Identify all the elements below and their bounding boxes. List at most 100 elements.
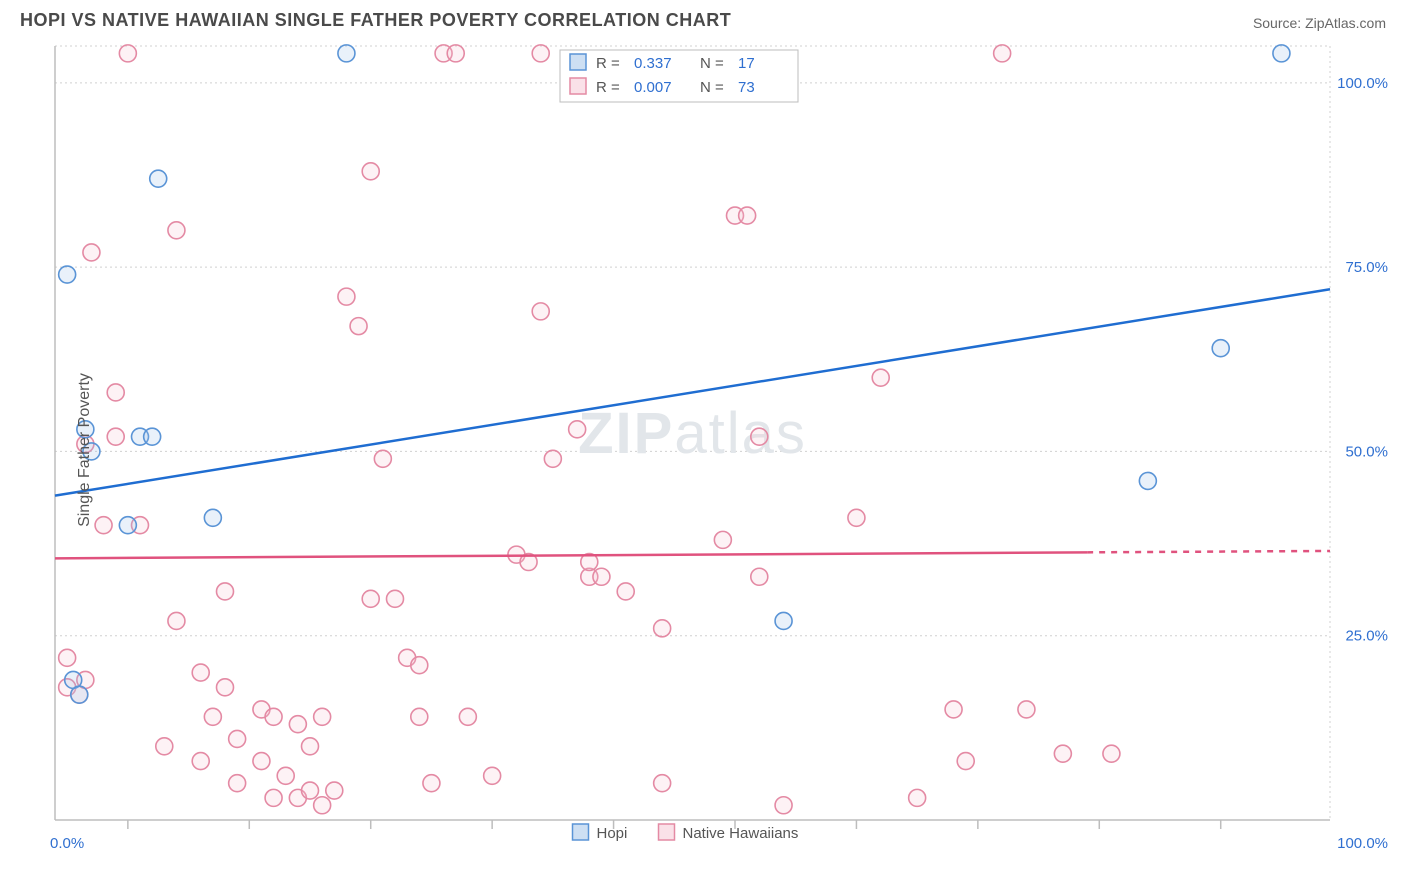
hawaiian-point: [654, 775, 671, 792]
hawaiian-point: [994, 45, 1011, 62]
hawaiian-point: [107, 428, 124, 445]
hawaiian-point: [253, 753, 270, 770]
source-name: ZipAtlas.com: [1305, 15, 1386, 31]
hawaiian-point: [617, 583, 634, 600]
hawaiian-point: [751, 428, 768, 445]
hawaiian-point: [217, 583, 234, 600]
y-tick-label: 50.0%: [1345, 443, 1388, 460]
hawaiian-point: [95, 517, 112, 534]
y-axis-label: Single Father Poverty: [76, 373, 94, 527]
hawaiian-point: [314, 708, 331, 725]
hawaiian-point: [192, 664, 209, 681]
hawaiian-point: [957, 753, 974, 770]
series-label: Native Hawaiians: [683, 825, 799, 842]
hawaiian-point: [484, 767, 501, 784]
hawaiian-point: [872, 369, 889, 386]
hawaiian-point: [59, 649, 76, 666]
chart-container: Single Father Poverty 25.0% 50.0% 75.0% 100…: [0, 40, 1406, 860]
chart-header: HOPI VS NATIVE HAWAIIAN SINGLE FATHER PO…: [0, 0, 1406, 35]
chart-source: Source: ZipAtlas.com: [1253, 15, 1386, 31]
legend-n-value: 73: [738, 79, 755, 96]
hawaiian-point: [569, 421, 586, 438]
hawaiian-point: [654, 620, 671, 637]
scatter-chart: 25.0% 50.0% 75.0% 100.0% ZIPatlas 0.0% 100.0% R…: [0, 40, 1406, 860]
hopi-point: [204, 509, 221, 526]
hawaiian-point: [277, 767, 294, 784]
hawaiian-point: [775, 797, 792, 814]
hawaiian-point: [374, 450, 391, 467]
hawaiian-point: [350, 318, 367, 335]
hawaiian-point: [459, 708, 476, 725]
hawaiian-point: [593, 568, 610, 585]
source-prefix: Source:: [1253, 15, 1305, 31]
hawaiian-point: [544, 450, 561, 467]
hopi-point: [1273, 45, 1290, 62]
hawaiian-point: [119, 45, 136, 62]
hawaiian-point: [532, 303, 549, 320]
hawaiian-point: [265, 789, 282, 806]
hawaiian-point: [945, 701, 962, 718]
hawaiian-point: [156, 738, 173, 755]
hawaiian-point: [168, 612, 185, 629]
y-tick-label: 100.0%: [1337, 75, 1388, 92]
legend-n-value: 17: [738, 55, 755, 72]
hawaiian-point: [848, 509, 865, 526]
chart-title: HOPI VS NATIVE HAWAIIAN SINGLE FATHER PO…: [20, 10, 731, 31]
hawaiian-point: [217, 679, 234, 696]
y-tick-label: 75.0%: [1345, 259, 1388, 276]
hawaiian-point: [168, 222, 185, 239]
hopi-point: [1212, 340, 1229, 357]
hawaiian-point: [83, 244, 100, 261]
hopi-point: [59, 266, 76, 283]
watermark: ZIPatlas: [578, 401, 807, 466]
legend-swatch: [570, 78, 586, 94]
hawaiian-point: [338, 288, 355, 305]
hopi-point: [338, 45, 355, 62]
hawaiian-point: [302, 738, 319, 755]
legend-r-label: R =: [596, 55, 620, 72]
legend-n-label: N =: [700, 79, 724, 96]
series-label: Hopi: [597, 825, 628, 842]
hawaiian-point: [229, 730, 246, 747]
hawaiian-point: [411, 657, 428, 674]
legend-n-label: N =: [700, 55, 724, 72]
hawaiian-point: [362, 163, 379, 180]
hawaiian-point: [326, 782, 343, 799]
hopi-point: [71, 686, 88, 703]
hawaiian-point: [1018, 701, 1035, 718]
trend-line-dashed: [1087, 551, 1330, 552]
series-swatch: [573, 824, 589, 840]
hopi-point: [144, 428, 161, 445]
hopi-point: [775, 612, 792, 629]
trend-line: [55, 552, 1087, 558]
hawaiian-point: [229, 775, 246, 792]
hawaiian-point: [204, 708, 221, 725]
x-max-label: 100.0%: [1337, 835, 1388, 852]
hawaiian-point: [1103, 745, 1120, 762]
y-tick-label: 25.0%: [1345, 628, 1388, 645]
hopi-point: [119, 517, 136, 534]
legend-swatch: [570, 54, 586, 70]
hawaiian-point: [423, 775, 440, 792]
hawaiian-point: [1054, 745, 1071, 762]
hawaiian-point: [714, 531, 731, 548]
series-swatch: [659, 824, 675, 840]
legend-r-value: 0.007: [634, 79, 672, 96]
hawaiian-point: [265, 708, 282, 725]
hawaiian-point: [289, 716, 306, 733]
hawaiian-point: [192, 753, 209, 770]
hawaiian-point: [411, 708, 428, 725]
legend-r-label: R =: [596, 79, 620, 96]
hawaiian-point: [739, 207, 756, 224]
hawaiian-point: [314, 797, 331, 814]
hawaiian-point: [387, 590, 404, 607]
hawaiian-point: [362, 590, 379, 607]
hawaiian-point: [909, 789, 926, 806]
hawaiian-point: [532, 45, 549, 62]
hawaiian-point: [751, 568, 768, 585]
hawaiian-point: [107, 384, 124, 401]
hawaiian-point: [447, 45, 464, 62]
legend-r-value: 0.337: [634, 55, 672, 72]
x-min-label: 0.0%: [50, 835, 84, 852]
hopi-point: [150, 170, 167, 187]
